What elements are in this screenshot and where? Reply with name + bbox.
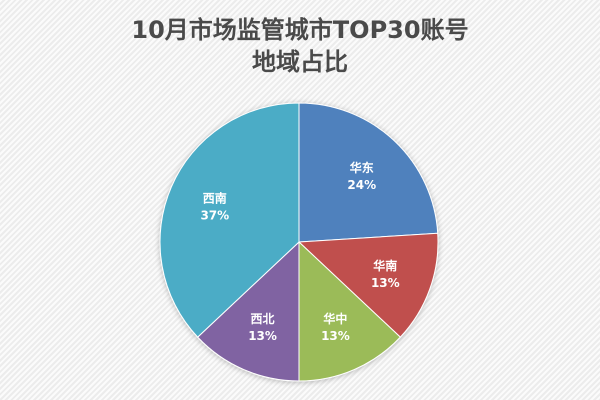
chart-title-line-1: 10月市场监管城市TOP30账号 [131,16,469,44]
slice-label-category: 华南 [373,258,397,273]
slice-label-category: 西北 [251,311,275,326]
pie-labels: 华东 24% 华南 13% 华中 13% 西北 13% 西南 37% [200,160,399,343]
pie-slice-xinan [159,102,300,338]
slice-label-percent: 13% [248,329,277,343]
chart-title-line-2: 地域占比 [252,48,348,76]
pie-slice-huazhong [298,240,402,382]
pie-slice-huadong [298,102,439,243]
pie-slices [159,102,439,382]
pie-slice-xibei [196,240,300,382]
slice-label-percent: 13% [371,276,400,290]
slice-label-category: 华中 [323,311,347,326]
slice-label-percent: 24% [347,178,376,192]
slice-label-percent: 13% [321,329,350,343]
chart-title: 10月市场监管城市TOP30账号 地域占比 [0,14,600,78]
slice-label-category: 西南 [203,191,227,206]
pie-slice-huanan [297,232,439,338]
slice-label-percent: 37% [200,209,229,223]
slice-label-category: 华东 [350,160,374,175]
